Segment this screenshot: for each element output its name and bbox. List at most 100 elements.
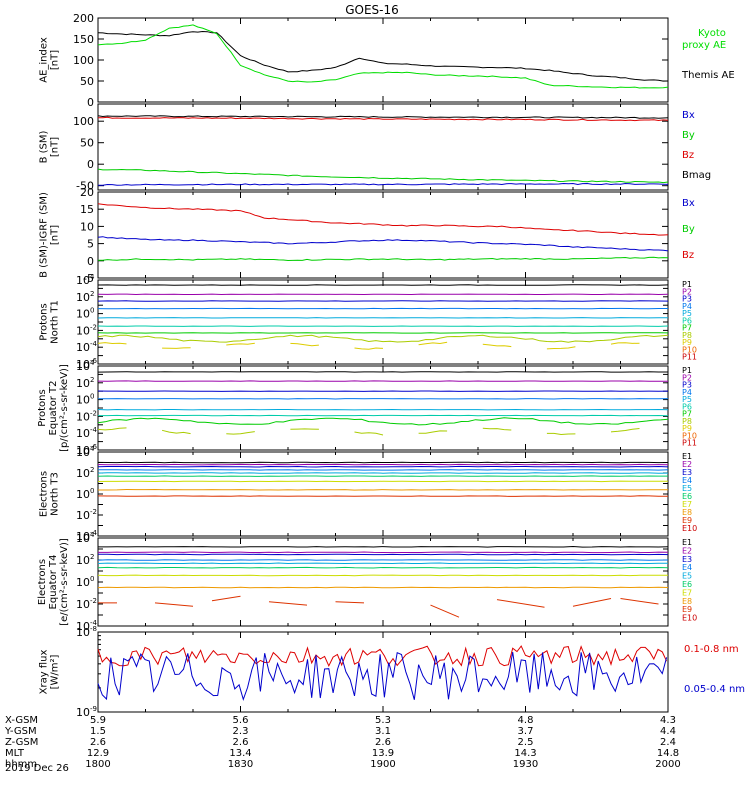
y-axis-label: Xray flux bbox=[39, 650, 50, 695]
ephemeris-value: 13.9 bbox=[372, 748, 394, 759]
y-tick-exponent: 2 bbox=[90, 466, 94, 474]
y-axis-label: [nT] bbox=[50, 137, 61, 157]
y-tick-exponent: 4 bbox=[90, 445, 95, 453]
legend-label: E10 bbox=[682, 614, 697, 623]
legend-label: E2 bbox=[682, 460, 692, 469]
legend-label: P1 bbox=[682, 280, 692, 289]
series-line-e8 bbox=[98, 488, 668, 491]
legend-label: E8 bbox=[682, 508, 692, 517]
y-axis-label: Equator T2 bbox=[48, 381, 59, 436]
y-tick-exponent: -2 bbox=[90, 597, 97, 605]
y-axis-label: [W/m²] bbox=[50, 654, 61, 689]
series-line-p9 bbox=[482, 343, 512, 348]
ephemeris-value: 13.4 bbox=[229, 748, 251, 759]
ephemeris-value: 1930 bbox=[513, 759, 538, 770]
y-tick-label: 10 bbox=[76, 341, 90, 354]
series-fragment-e9 bbox=[430, 604, 460, 618]
y-tick-label: 10 bbox=[76, 427, 90, 440]
y-tick-label: 20 bbox=[80, 186, 94, 199]
legend-label: P5 bbox=[682, 309, 692, 318]
legend-label: P3 bbox=[682, 381, 692, 390]
y-axis-label: North T3 bbox=[50, 472, 61, 516]
y-tick-label: 0 bbox=[87, 158, 94, 171]
series-line-e8 bbox=[97, 586, 669, 589]
legend-label: E6 bbox=[682, 492, 692, 501]
series-line-e9 bbox=[97, 495, 668, 497]
ephemeris-value: 2000 bbox=[655, 759, 680, 770]
legend-label: E10 bbox=[682, 524, 697, 533]
series-line-xray-1 bbox=[97, 651, 668, 702]
y-tick-exponent: -8 bbox=[90, 625, 97, 633]
series-line-e7 bbox=[97, 574, 669, 577]
y-tick-exponent: -2 bbox=[90, 323, 97, 331]
y-tick-exponent: -4 bbox=[90, 340, 98, 348]
series-line-p9 bbox=[354, 347, 384, 350]
series-line-p9 bbox=[290, 342, 319, 347]
series-line-by bbox=[98, 256, 669, 262]
series-fragment-e9 bbox=[211, 595, 241, 602]
y-tick-label: 10 bbox=[76, 274, 90, 287]
y-axis-label: AE_index bbox=[39, 37, 50, 83]
y-axis-label: B (SM)-IGRF (SM) bbox=[39, 192, 50, 278]
ephemeris-value: 3.1 bbox=[375, 726, 391, 737]
series-line-e2 bbox=[97, 463, 669, 466]
series-line-p8 bbox=[610, 428, 640, 433]
y-tick-label: 10 bbox=[76, 377, 90, 390]
series-line-p9 bbox=[226, 342, 255, 346]
legend-label: P8 bbox=[682, 331, 692, 340]
series-line-e5 bbox=[97, 472, 669, 474]
series-line-p8 bbox=[482, 427, 512, 431]
series-line-p8 bbox=[418, 430, 448, 434]
series-line-e4 bbox=[97, 559, 669, 561]
series-line-p8 bbox=[354, 431, 384, 436]
series-line-by bbox=[97, 168, 669, 184]
legend-label: Bmag bbox=[682, 170, 711, 181]
ephemeris-table: X-GSM 5.9 5.6 5.3 4.8 4.3 Y-GSM 1.5 2.3 3.1 3.7 4.4… bbox=[4, 715, 681, 770]
y-tick-exponent: 4 bbox=[90, 359, 95, 367]
ephemeris-label: hhmm bbox=[5, 759, 37, 770]
legend-label: P6 bbox=[682, 402, 692, 411]
y-tick-label: 150 bbox=[73, 33, 94, 46]
ephemeris-value: 14.8 bbox=[657, 748, 679, 759]
series-line-p9 bbox=[418, 341, 448, 346]
y-tick-label: 10 bbox=[76, 467, 90, 480]
series-line-e1 bbox=[97, 461, 669, 464]
legend-label: E3 bbox=[682, 468, 692, 477]
y-tick-label: 10 bbox=[76, 358, 90, 371]
y-tick-exponent: 2 bbox=[90, 553, 94, 561]
legend-label: P5 bbox=[682, 395, 692, 404]
series-line-p8 bbox=[226, 431, 255, 435]
panel-frame bbox=[97, 537, 669, 627]
y-tick-label: 10 bbox=[76, 530, 90, 543]
y-tick-label: 10 bbox=[76, 324, 90, 337]
y-axis-label: [e/(cm²-s-sr-keV)] bbox=[59, 538, 70, 626]
legend-label: Bx bbox=[682, 198, 695, 209]
series-line-e7 bbox=[97, 480, 669, 483]
panel-bsm: B (SM) [nT] -50 0 50 100 Bx By Bz Bmag bbox=[39, 103, 711, 193]
y-axis-label: Electrons bbox=[37, 559, 48, 605]
ephemeris-label: X-GSM bbox=[5, 715, 38, 726]
legend-label: Themis AE bbox=[681, 70, 735, 81]
ephemeris-value: 3.7 bbox=[518, 726, 534, 737]
panel-bigrf: B (SM)-IGRF (SM) [nT] -5 0 5 10 15 20 Bx By Bz bbox=[39, 186, 695, 285]
y-axis-label: [nT] bbox=[50, 225, 61, 245]
legend-label: E5 bbox=[682, 484, 692, 493]
legend-label: Kyoto bbox=[698, 28, 726, 39]
legend-label: 0.1-0.8 nm bbox=[684, 644, 739, 655]
y-tick-label: 50 bbox=[80, 75, 94, 88]
y-axis-label: North T1 bbox=[50, 300, 61, 344]
ephemeris-value: 4.8 bbox=[518, 715, 534, 726]
series-line-p8 bbox=[546, 432, 576, 436]
series-line-kyoto-proxy-ae bbox=[97, 24, 669, 89]
legend-label: E5 bbox=[682, 572, 692, 581]
y-tick-label: 200 bbox=[73, 12, 94, 25]
legend-label: P2 bbox=[682, 373, 692, 382]
legend-label: E9 bbox=[682, 516, 692, 525]
legend-label: E7 bbox=[682, 588, 692, 597]
series-fragment-e9 bbox=[572, 598, 612, 607]
y-tick-label: 100 bbox=[73, 54, 94, 67]
y-tick-exponent: -6 bbox=[90, 357, 98, 365]
series-line-p9 bbox=[162, 347, 191, 349]
